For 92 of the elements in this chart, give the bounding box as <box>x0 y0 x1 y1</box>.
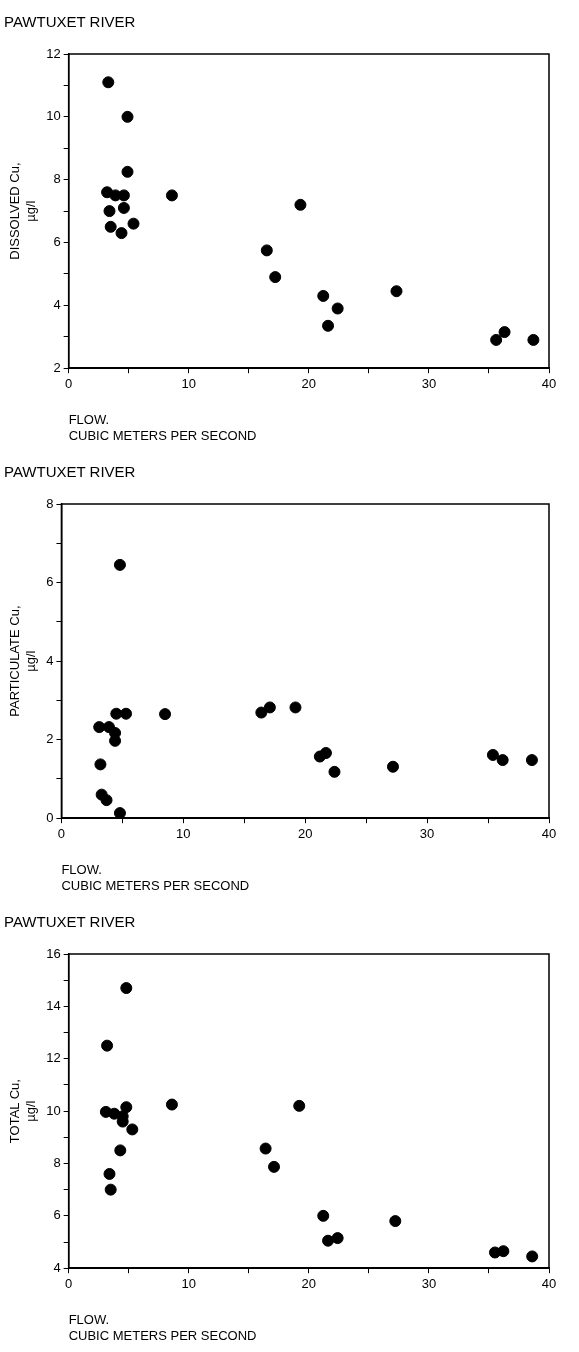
point <box>293 1099 306 1112</box>
y-tick-label: 8 <box>53 171 61 187</box>
point <box>104 220 117 233</box>
point <box>269 271 282 284</box>
point <box>110 707 123 720</box>
point <box>497 1245 510 1258</box>
y-tick-label: 6 <box>53 234 61 250</box>
point <box>527 333 540 346</box>
x-tick-label: 10 <box>181 1275 196 1291</box>
point <box>103 205 116 218</box>
point <box>331 1232 344 1245</box>
point <box>328 765 341 778</box>
y-tick-label: 4 <box>53 1259 61 1275</box>
y-axis-title: DISSOLVED Cu, µg/l <box>7 162 38 260</box>
point <box>165 189 178 202</box>
point <box>263 701 276 714</box>
point <box>103 1167 116 1180</box>
point <box>490 333 503 346</box>
point <box>322 319 335 332</box>
point <box>331 302 344 315</box>
x-tick-label: 30 <box>419 825 435 841</box>
x-tick-label: 40 <box>541 375 557 391</box>
point <box>268 1160 281 1173</box>
point <box>319 747 332 759</box>
point <box>165 1098 178 1111</box>
x-tick-label: 40 <box>541 1275 557 1291</box>
point <box>101 1039 114 1052</box>
x-tick-label: 20 <box>301 1275 317 1291</box>
point <box>102 76 115 89</box>
point <box>259 1142 272 1155</box>
y-tick-label: 8 <box>46 495 54 511</box>
point <box>525 754 538 767</box>
y-tick-label: 0 <box>46 809 54 825</box>
point <box>255 706 268 719</box>
y-axis-title: PARTICULATE Cu, µg/l <box>7 605 38 717</box>
x-tick-label: 0 <box>65 375 73 391</box>
x-tick-label: 0 <box>65 1275 73 1291</box>
y-tick-label: 4 <box>53 296 61 312</box>
point <box>117 201 130 214</box>
y-tick-label: 10 <box>46 108 61 124</box>
x-tick-label: 20 <box>297 825 313 841</box>
point <box>126 1123 139 1136</box>
point <box>317 1209 330 1222</box>
y-tick-label: 8 <box>53 1155 61 1171</box>
y-tick-label: 12 <box>46 45 61 61</box>
y-axis-title: TOTAL Cu, µg/l <box>7 1079 38 1144</box>
point <box>260 244 273 257</box>
point <box>127 217 140 230</box>
y-tick-label: 2 <box>46 731 54 747</box>
x-tick-label: 30 <box>421 375 437 391</box>
point <box>100 794 113 807</box>
y-tick-label: 10 <box>46 1102 61 1118</box>
point <box>121 165 134 178</box>
point <box>526 1250 539 1263</box>
x-tick-label: 30 <box>421 1275 437 1291</box>
point <box>120 1101 133 1114</box>
y-tick-label: 6 <box>46 574 54 590</box>
x-tick-label: 10 <box>176 825 191 841</box>
point <box>486 748 499 761</box>
point <box>113 558 126 571</box>
point <box>322 1234 335 1247</box>
point <box>104 1183 117 1196</box>
y-tick-label: 16 <box>46 945 61 961</box>
point <box>114 1144 127 1157</box>
x-axis-title: FLOW. CUBIC METERS PER SECOND <box>61 862 250 893</box>
point <box>317 289 330 302</box>
point <box>121 110 134 123</box>
chart-title: PAWTUXET RIVER <box>4 913 136 931</box>
y-tick-label: 12 <box>46 1050 61 1066</box>
point <box>496 754 509 767</box>
x-axis-title: FLOW. CUBIC METERS PER SECOND <box>68 1312 257 1343</box>
point <box>115 227 128 240</box>
point <box>390 285 403 298</box>
y-tick-label: 6 <box>53 1207 61 1223</box>
chart-title: PAWTUXET RIVER <box>4 463 136 481</box>
point <box>120 707 133 720</box>
point <box>294 198 307 211</box>
point <box>159 708 172 721</box>
y-tick-label: 4 <box>46 652 54 668</box>
point <box>386 760 399 773</box>
x-tick-label: 20 <box>301 375 317 391</box>
x-tick-label: 40 <box>541 825 557 841</box>
point <box>498 326 511 339</box>
point <box>289 701 302 714</box>
point <box>389 1215 402 1228</box>
x-tick-label: 10 <box>181 375 196 391</box>
point <box>94 758 107 771</box>
point <box>120 982 133 995</box>
x-axis-title: FLOW. CUBIC METERS PER SECOND <box>68 412 257 443</box>
y-tick-label: 2 <box>53 359 61 375</box>
y-tick-label: 14 <box>46 997 61 1013</box>
chart-title: PAWTUXET RIVER <box>4 13 136 31</box>
